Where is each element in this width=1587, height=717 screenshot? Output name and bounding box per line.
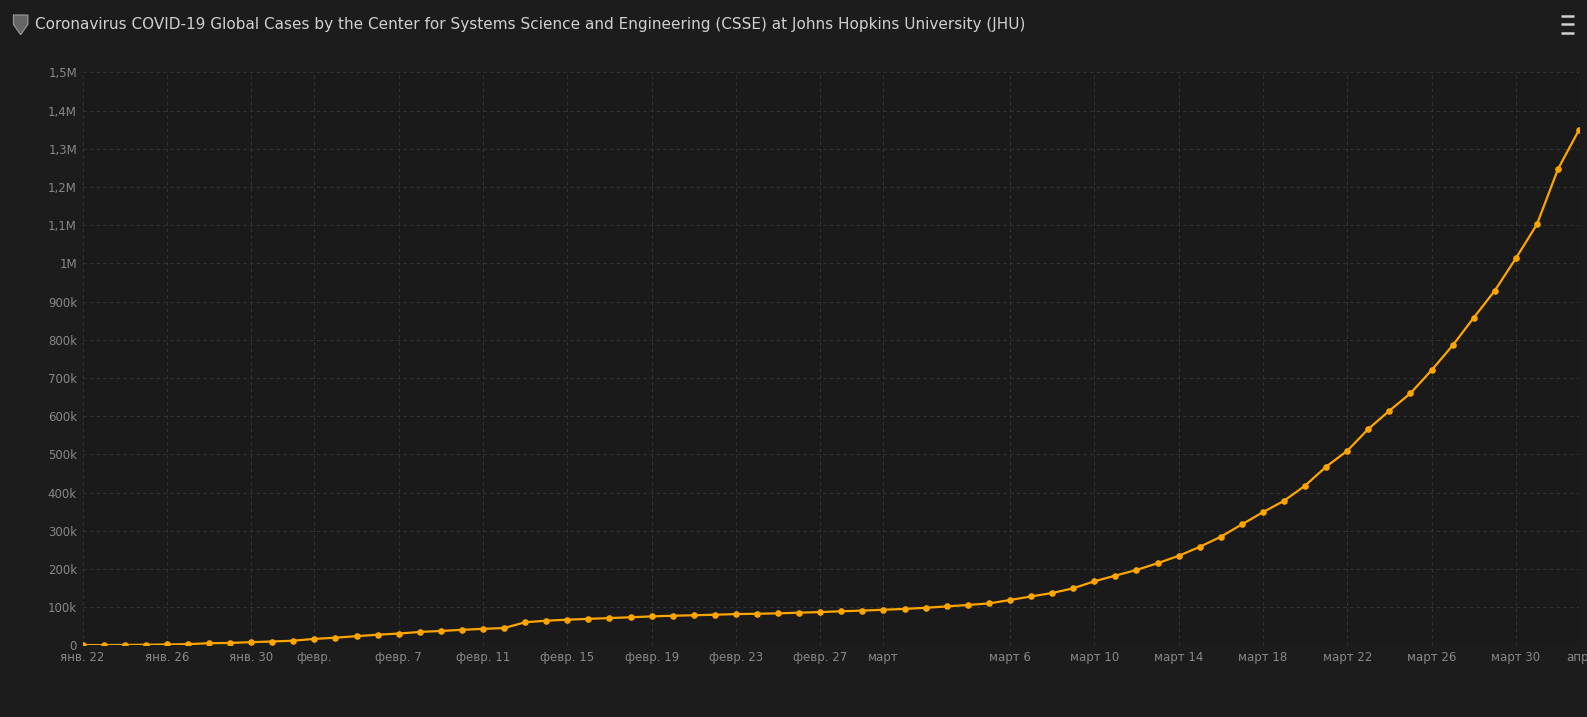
Point: [175, 638, 200, 650]
Point: [744, 608, 770, 619]
Text: Coronavirus COVID-19 Global Cases by the Center for Systems Science and Engineer: Coronavirus COVID-19 Global Cases by the…: [35, 17, 1025, 32]
Point: [1271, 495, 1297, 506]
Point: [113, 639, 138, 650]
Point: [470, 623, 495, 635]
Point: [681, 609, 706, 621]
Point: [1439, 340, 1465, 351]
Point: [1292, 480, 1317, 491]
Point: [90, 640, 116, 651]
Point: [554, 614, 579, 625]
Point: [597, 612, 622, 624]
Point: [1039, 587, 1065, 599]
Point: [955, 599, 981, 611]
Point: [365, 629, 390, 640]
Point: [217, 637, 243, 649]
Point: [302, 633, 327, 645]
Point: [1524, 219, 1549, 230]
Point: [492, 622, 517, 634]
Point: [133, 639, 159, 650]
Point: [1082, 576, 1108, 587]
Point: [238, 637, 263, 648]
Point: [724, 608, 749, 619]
Point: [197, 637, 222, 649]
Point: [828, 606, 854, 617]
Point: [533, 615, 559, 627]
Point: [1566, 124, 1587, 136]
Point: [1208, 531, 1233, 543]
Point: [765, 607, 790, 619]
Point: [1419, 364, 1444, 376]
Point: [1398, 388, 1424, 399]
Point: [408, 626, 433, 637]
Point: [1503, 252, 1528, 264]
Point: [1228, 518, 1254, 530]
Point: [1314, 461, 1339, 473]
Point: [976, 598, 1001, 609]
Point: [913, 602, 938, 614]
Point: [1060, 582, 1086, 594]
Point: [1546, 163, 1571, 175]
Point: [344, 630, 370, 642]
Point: [640, 611, 665, 622]
Point: [1482, 285, 1508, 296]
Point: [849, 605, 874, 617]
Point: [787, 607, 813, 619]
Point: [1335, 445, 1360, 457]
Point: [1144, 558, 1170, 569]
Point: [154, 639, 179, 650]
Point: [1166, 550, 1192, 561]
Point: [997, 594, 1022, 606]
Point: [281, 635, 306, 647]
Point: [1376, 405, 1401, 417]
Point: [513, 617, 538, 628]
Point: [871, 604, 897, 615]
Point: [808, 607, 833, 618]
Point: [260, 636, 286, 647]
Point: [1187, 541, 1212, 553]
Point: [660, 610, 686, 622]
Point: [576, 613, 601, 625]
Point: [1103, 570, 1128, 581]
Point: [1251, 506, 1276, 518]
Point: [1355, 423, 1381, 435]
Point: [322, 632, 348, 643]
Point: [701, 609, 727, 620]
Point: [449, 624, 475, 635]
Point: [935, 601, 960, 612]
Point: [892, 603, 917, 614]
Point: [428, 625, 454, 637]
Point: [1462, 312, 1487, 323]
Point: [1019, 591, 1044, 602]
Point: [1124, 564, 1149, 576]
Point: [386, 628, 411, 640]
Point: [617, 612, 643, 623]
Point: [70, 640, 95, 651]
Polygon shape: [13, 15, 27, 34]
